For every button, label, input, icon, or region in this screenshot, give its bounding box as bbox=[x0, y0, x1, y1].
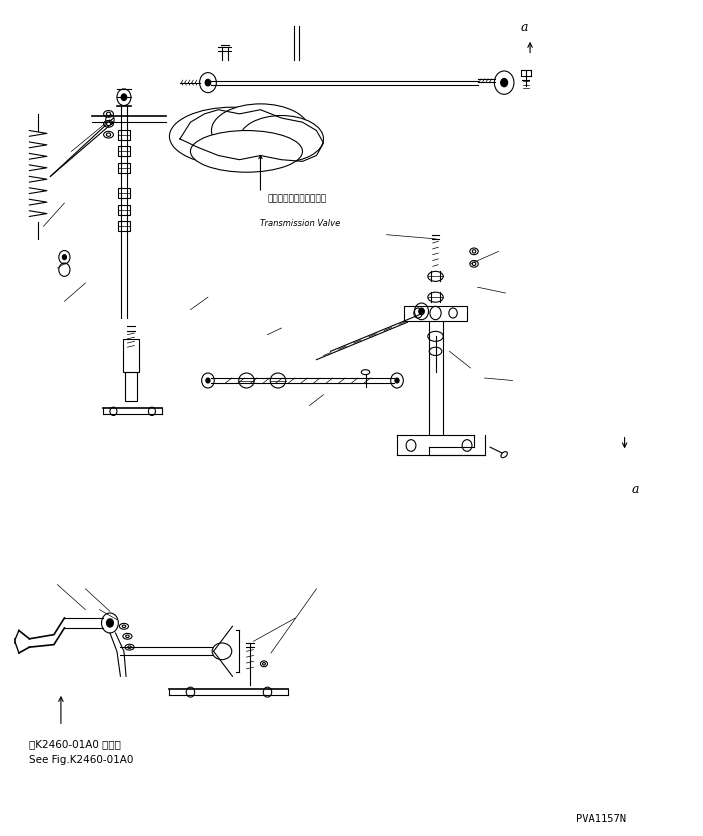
Ellipse shape bbox=[191, 130, 302, 172]
Circle shape bbox=[106, 619, 113, 627]
Ellipse shape bbox=[106, 122, 110, 125]
Bar bbox=[118, 163, 129, 173]
Ellipse shape bbox=[472, 263, 476, 266]
Text: PVA1157N: PVA1157N bbox=[576, 813, 626, 823]
Text: 第K2460-01A0 図参照: 第K2460-01A0 図参照 bbox=[30, 739, 122, 749]
Bar bbox=[118, 146, 129, 156]
Circle shape bbox=[206, 378, 210, 383]
Circle shape bbox=[501, 79, 508, 87]
Text: トランスミションバルブ: トランスミションバルブ bbox=[267, 194, 327, 203]
Bar bbox=[118, 205, 129, 215]
Bar bbox=[404, 305, 467, 320]
Ellipse shape bbox=[106, 133, 110, 136]
Ellipse shape bbox=[106, 112, 110, 115]
Circle shape bbox=[121, 94, 127, 100]
Bar bbox=[118, 222, 129, 232]
Text: a: a bbox=[521, 21, 529, 33]
Ellipse shape bbox=[240, 115, 323, 162]
Text: See Fig.K2460-01A0: See Fig.K2460-01A0 bbox=[30, 756, 134, 766]
Circle shape bbox=[205, 79, 211, 86]
Bar bbox=[125, 372, 136, 401]
Bar bbox=[118, 188, 129, 198]
Circle shape bbox=[419, 308, 425, 314]
Circle shape bbox=[395, 378, 399, 383]
Bar bbox=[118, 130, 129, 140]
Ellipse shape bbox=[169, 107, 295, 166]
Ellipse shape bbox=[472, 250, 476, 253]
Bar bbox=[122, 339, 139, 372]
Ellipse shape bbox=[212, 104, 309, 157]
Text: a: a bbox=[631, 483, 639, 496]
Circle shape bbox=[63, 255, 67, 260]
Text: Transmission Valve: Transmission Valve bbox=[261, 219, 341, 228]
